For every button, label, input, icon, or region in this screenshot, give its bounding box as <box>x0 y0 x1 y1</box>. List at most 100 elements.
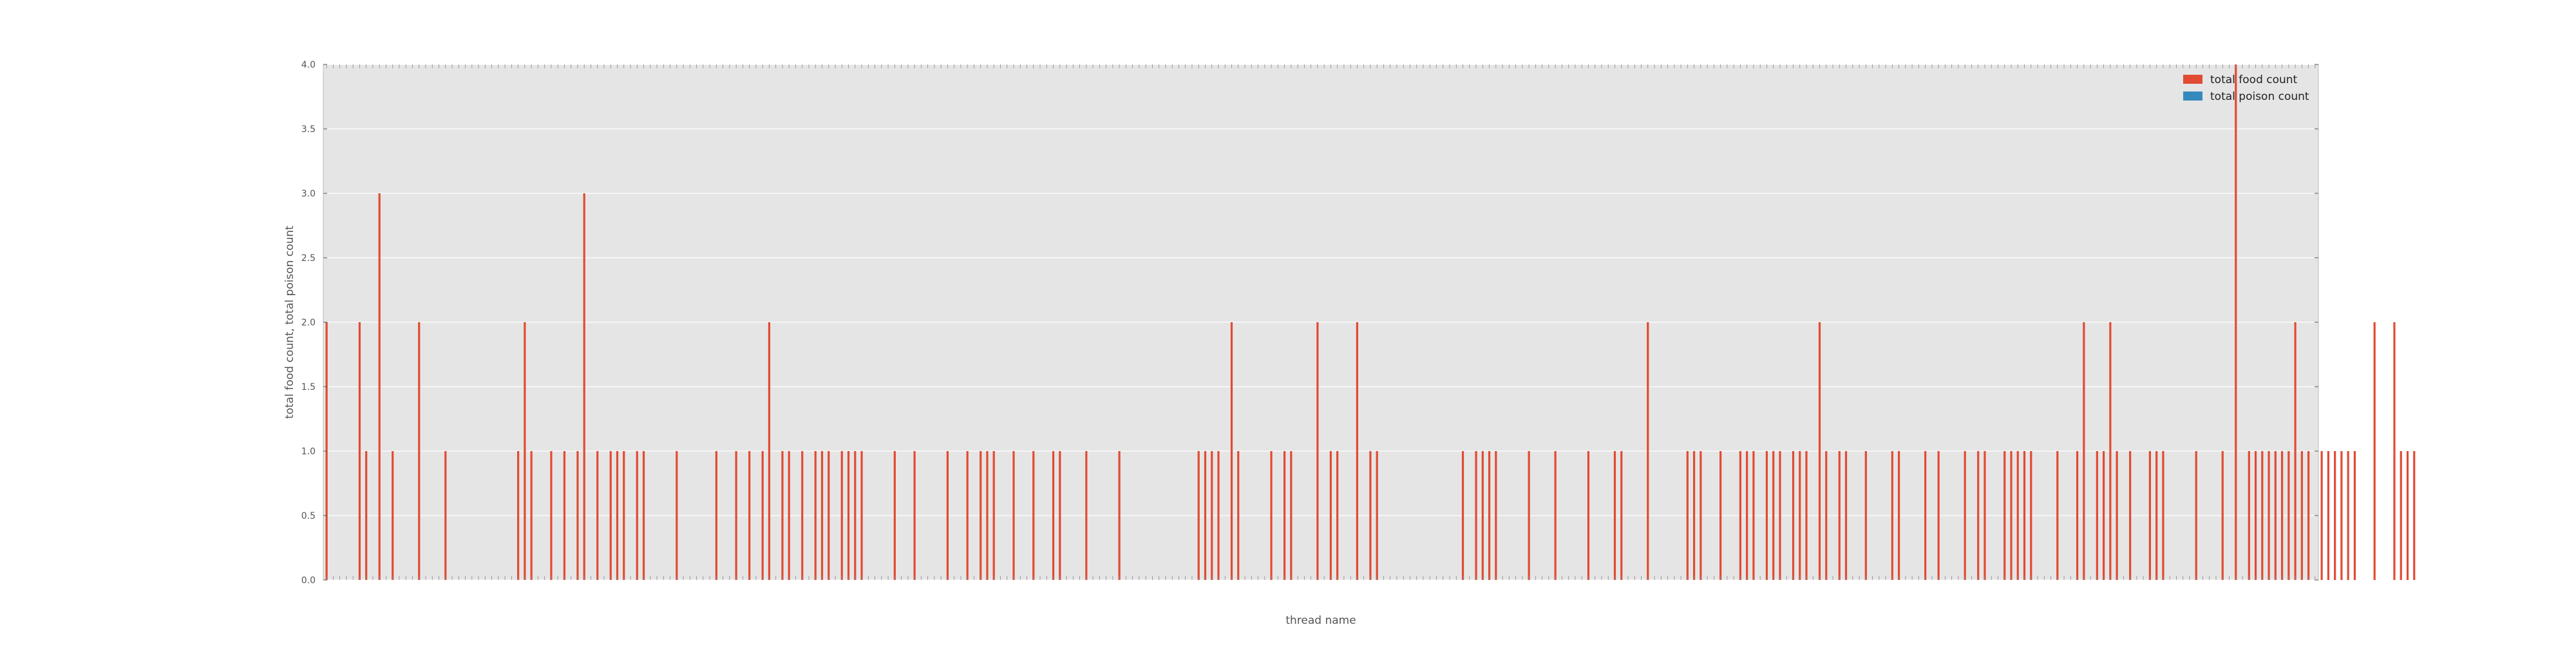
bar-total-food-count <box>1488 451 1491 580</box>
bar-total-food-count <box>847 451 850 580</box>
bar-total-food-count <box>2334 451 2336 580</box>
bar-total-food-count <box>1984 451 1986 580</box>
bar-total-food-count <box>1891 451 1893 580</box>
bar-total-food-count <box>828 451 830 580</box>
bar-total-food-count <box>1692 451 1696 580</box>
bar-total-food-count <box>1012 451 1015 580</box>
bar-total-food-count <box>2195 451 2197 580</box>
bar-total-food-count <box>1197 451 1200 580</box>
bar-total-food-count <box>1739 451 1741 580</box>
bar-total-food-count <box>1964 451 1966 580</box>
bar-total-food-count <box>2327 451 2329 580</box>
bar-total-food-count <box>676 451 678 580</box>
bar-total-food-count <box>946 451 949 580</box>
bar-total-food-count <box>2221 451 2224 580</box>
bar-total-food-count <box>1752 451 1755 580</box>
bar-total-food-count <box>1085 451 1088 580</box>
bar-total-food-count <box>2016 451 2019 580</box>
bar-total-food-count <box>1924 451 1927 580</box>
bar-total-food-count <box>2056 451 2059 580</box>
bar-total-food-count <box>2347 451 2349 580</box>
y-axis-ticks: 0.0 0.5 1.0 1.5 2.0 2.5 3.0 3.5 4.0 <box>301 60 2318 586</box>
bar-total-food-count <box>1059 451 1061 580</box>
bar-total-food-count <box>2353 451 2356 580</box>
y-tick-label: 0.5 <box>301 511 316 521</box>
bar-total-food-count <box>616 451 619 580</box>
bar-total-food-count <box>2103 451 2105 580</box>
bar-total-food-count <box>2373 322 2376 580</box>
bar-total-food-count <box>1792 451 1795 580</box>
bar-total-food-count <box>860 451 863 580</box>
bar-total-food-count <box>2274 451 2277 580</box>
legend-label-poison: total poison count <box>2210 90 2309 103</box>
bar-total-food-count <box>2162 451 2164 580</box>
y-tick-label: 1.0 <box>301 447 316 457</box>
y-axis-label: total food count, total poison count <box>283 226 296 419</box>
bar-total-food-count <box>1647 322 1649 580</box>
bar-total-food-count <box>642 451 645 580</box>
bar-total-food-count <box>1719 451 1722 580</box>
bar-total-food-count <box>1772 451 1775 580</box>
bar-total-food-count <box>1864 451 1867 580</box>
legend-swatch-poison <box>2183 92 2202 101</box>
bar-total-food-count <box>1283 451 1286 580</box>
bar-total-food-count <box>2307 451 2310 580</box>
bar-total-food-count <box>2076 451 2079 580</box>
bar-total-food-count <box>1818 322 1821 580</box>
bar-total-food-count <box>768 322 771 580</box>
bar-total-food-count <box>524 322 526 580</box>
bar-total-food-count <box>2413 451 2416 580</box>
bar-total-food-count <box>2155 451 2158 580</box>
grid-lines <box>323 64 2318 581</box>
bar-total-food-count <box>1799 451 1801 580</box>
x-axis-ticks <box>326 64 2316 580</box>
bar-total-food-count <box>1376 451 1378 580</box>
bar-total-food-count <box>1613 451 1616 580</box>
bar-total-food-count <box>623 451 625 580</box>
bar-total-food-count <box>1587 451 1590 580</box>
bar-total-food-count <box>2320 451 2323 580</box>
bar-total-food-count <box>761 451 764 580</box>
bar-total-food-count <box>1825 451 1828 580</box>
bar-total-food-count <box>418 322 421 580</box>
y-tick-label: 0.0 <box>301 575 316 586</box>
bar-total-food-count <box>1765 451 1768 580</box>
bar-total-food-count <box>1686 451 1689 580</box>
bar-total-food-count <box>980 451 982 580</box>
bar-total-food-count <box>1700 451 1702 580</box>
bar-total-food-count <box>1052 451 1055 580</box>
bar-total-food-count <box>1528 451 1530 580</box>
bar-total-food-count <box>735 451 737 580</box>
bar-total-food-count <box>444 451 447 580</box>
bar-total-food-count <box>2096 451 2098 580</box>
y-tick-label: 4.0 <box>301 60 316 70</box>
bar-total-food-count <box>517 451 520 580</box>
bar-total-food-count <box>1937 451 1940 580</box>
bar-total-food-count <box>2400 451 2402 580</box>
bar-total-food-count <box>1369 451 1372 580</box>
bar-total-food-count <box>2148 451 2152 580</box>
bar-total-food-count <box>2340 451 2343 580</box>
bar-total-food-count <box>1204 451 1207 580</box>
bar-total-food-count <box>2294 322 2297 580</box>
bar-total-food-count <box>1554 451 1557 580</box>
bar-total-food-count <box>2129 451 2132 580</box>
bar-total-food-count <box>1495 451 1497 580</box>
bar-total-food-count <box>2083 322 2085 580</box>
x-axis-label: thread name <box>1285 614 1356 627</box>
bar-total-food-count <box>966 451 969 580</box>
bar-total-food-count <box>365 451 368 580</box>
bar-total-food-count <box>854 451 857 580</box>
bar-total-food-count <box>788 451 790 580</box>
y-tick-label: 1.5 <box>301 382 316 392</box>
bar-total-food-count <box>609 451 612 580</box>
bar-total-food-count <box>986 451 989 580</box>
y-tick-label: 3.0 <box>301 189 316 199</box>
bar-total-food-count <box>801 451 804 580</box>
bar-total-food-count <box>1481 451 1484 580</box>
bar-total-food-count <box>2393 322 2396 580</box>
bar-total-food-count <box>840 451 843 580</box>
bar-total-food-count <box>576 451 579 580</box>
bar-total-food-count <box>1356 322 1359 580</box>
